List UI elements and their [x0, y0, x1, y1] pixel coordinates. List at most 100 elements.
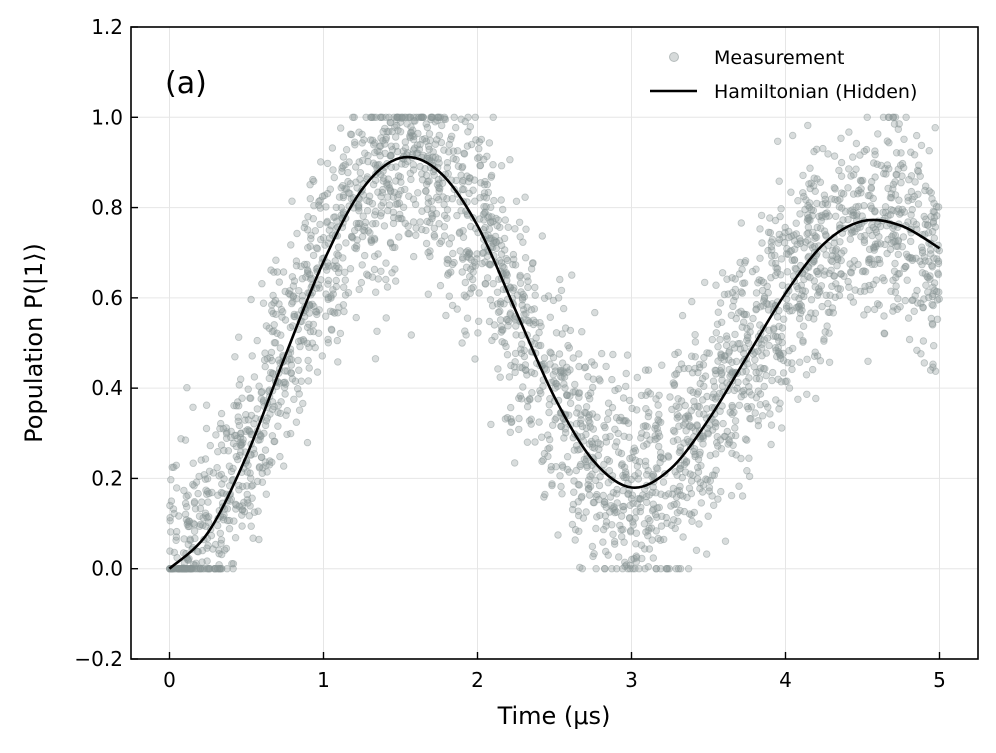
measurement-point: [912, 254, 920, 262]
measurement-point: [930, 279, 939, 287]
measurement-point: [205, 467, 214, 475]
measurement-point: [879, 208, 887, 217]
measurement-point: [893, 305, 901, 313]
measurement-point: [778, 424, 786, 432]
measurement-point: [185, 555, 193, 563]
measurement-point: [681, 468, 690, 476]
measurement-point: [363, 206, 372, 215]
measurement-point: [742, 310, 751, 319]
measurement-point: [363, 196, 371, 205]
measurement-point: [531, 438, 539, 446]
measurement-point: [807, 296, 816, 304]
measurement-point: [372, 288, 380, 296]
measurement-point: [575, 389, 584, 397]
measurement-point: [236, 375, 245, 383]
measurement-point: [382, 314, 390, 322]
measurement-point: [767, 242, 776, 251]
measurement-point: [253, 477, 262, 486]
measurement-point: [558, 490, 566, 498]
measurement-point: [538, 433, 546, 441]
measurement-point: [243, 426, 252, 434]
measurement-point: [634, 469, 642, 477]
panel-label: (a): [165, 66, 207, 101]
measurement-point: [518, 364, 526, 372]
measurement-point: [478, 249, 487, 257]
measurement-point: [277, 331, 285, 339]
measurement-point: [641, 457, 650, 465]
measurement-point: [512, 331, 520, 339]
measurement-point: [189, 403, 197, 411]
measurement-point: [367, 238, 376, 246]
measurement-point: [480, 180, 489, 189]
measurement-point: [371, 207, 380, 216]
measurement-point: [563, 391, 571, 399]
measurement-point: [778, 324, 787, 332]
measurement-point: [752, 265, 760, 273]
measurement-point: [197, 498, 206, 506]
measurement-point: [788, 306, 796, 315]
measurement-point: [732, 451, 740, 459]
measurement-point: [368, 113, 376, 121]
measurement-point: [768, 235, 777, 244]
measurement-point: [887, 205, 895, 214]
measurement-point: [570, 488, 578, 496]
measurement-point: [426, 247, 434, 255]
measurement-point: [421, 164, 429, 173]
measurement-point: [421, 135, 429, 143]
measurement-point: [590, 498, 598, 507]
measurement-point: [730, 386, 739, 395]
measurement-point: [640, 520, 649, 528]
measurement-point: [741, 279, 749, 287]
measurement-point: [585, 411, 593, 419]
measurement-point: [340, 283, 348, 291]
measurement-point: [731, 424, 739, 432]
measurement-point: [898, 205, 907, 214]
measurement-point: [811, 187, 819, 195]
measurement-point: [276, 409, 285, 417]
measurement-point: [796, 210, 804, 218]
measurement-point: [325, 226, 333, 234]
measurement-point: [674, 348, 682, 357]
measurement-point: [346, 265, 355, 273]
measurement-point: [676, 461, 685, 470]
measurement-point: [675, 422, 683, 430]
measurement-point: [849, 264, 857, 272]
measurement-point: [384, 206, 392, 215]
measurement-point: [883, 161, 892, 169]
measurement-point: [369, 159, 378, 167]
measurement-point: [275, 278, 283, 286]
measurement-point: [354, 223, 362, 232]
measurement-point: [889, 113, 898, 121]
measurement-point: [644, 366, 653, 374]
measurement-point: [378, 113, 387, 121]
measurement-point: [672, 565, 680, 573]
measurement-point: [657, 522, 666, 530]
measurement-point: [535, 341, 543, 350]
measurement-point: [648, 536, 656, 544]
measurement-point: [298, 292, 307, 300]
measurement-point: [849, 298, 858, 306]
measurement-point: [737, 454, 745, 463]
measurement-point: [418, 225, 426, 234]
measurement-point: [860, 238, 869, 247]
measurement-point: [319, 233, 328, 242]
measurement-point: [535, 328, 543, 337]
measurement-point: [337, 203, 345, 212]
measurement-point: [914, 299, 922, 307]
measurement-point: [679, 533, 687, 541]
measurement-point: [889, 276, 897, 284]
measurement-point: [655, 410, 663, 419]
measurement-point: [608, 375, 616, 384]
measurement-point: [318, 352, 326, 360]
measurement-point: [731, 417, 740, 425]
measurement-point: [182, 503, 191, 511]
measurement-point: [304, 377, 313, 385]
measurement-point: [255, 463, 264, 471]
measurement-point: [443, 206, 452, 214]
measurement-point: [652, 565, 660, 573]
measurement-point: [381, 140, 389, 148]
measurement-point: [423, 123, 432, 132]
measurement-point: [598, 349, 606, 358]
measurement-point: [813, 223, 821, 232]
measurement-point: [590, 444, 599, 452]
